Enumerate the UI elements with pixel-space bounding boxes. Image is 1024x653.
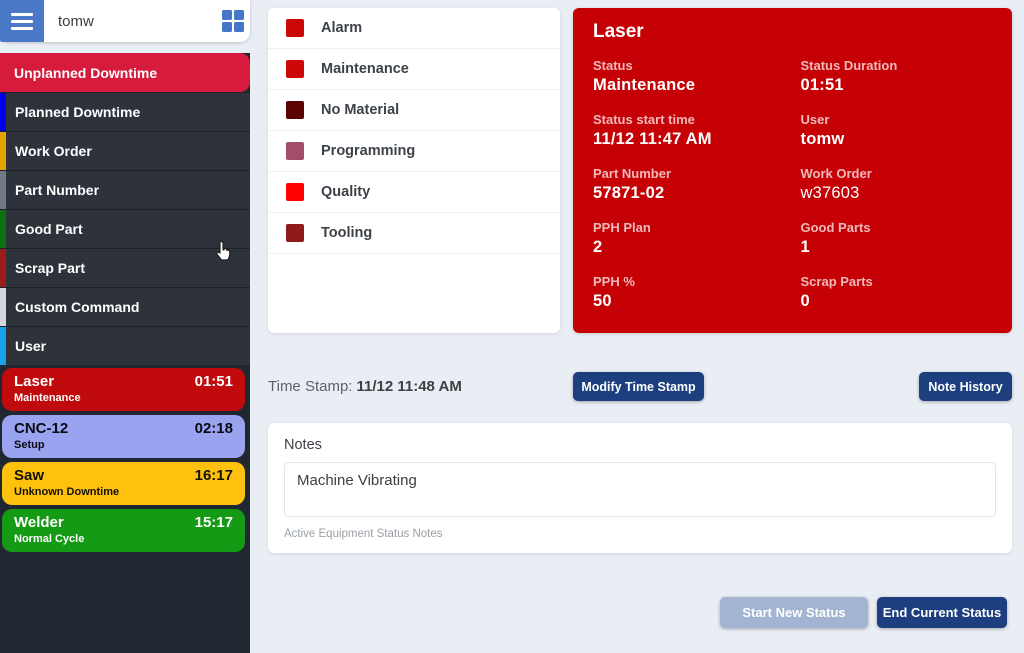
menu-item-label: Part Number bbox=[15, 182, 100, 198]
color-stripe bbox=[0, 132, 6, 170]
menu-item-label: Planned Downtime bbox=[15, 104, 141, 120]
color-stripe bbox=[0, 249, 6, 287]
color-stripe bbox=[0, 210, 6, 248]
menu-item-label: Work Order bbox=[15, 143, 92, 159]
field-work-order: Work Order w37603 bbox=[800, 166, 872, 202]
menu-item-label: Scrap Part bbox=[15, 260, 86, 276]
machine-status: Unknown Downtime bbox=[14, 486, 120, 498]
reason-list: Alarm Maintenance No Material Programmin… bbox=[268, 8, 560, 333]
machine-time: 01:51 bbox=[194, 373, 233, 390]
menu-item-scrap-part[interactable]: Scrap Part bbox=[0, 248, 250, 287]
color-stripe bbox=[0, 171, 6, 209]
menu-item-label: Good Part bbox=[15, 221, 83, 237]
start-new-status-button[interactable]: Start New Status bbox=[720, 597, 868, 628]
notes-caption: Active Equipment Status Notes bbox=[284, 528, 443, 540]
field-pph-percent: PPH % 50 bbox=[593, 274, 635, 310]
action-buttons: Start New Status End Current Status bbox=[720, 597, 1007, 628]
menu-item-unplanned-downtime[interactable]: Unplanned Downtime bbox=[0, 53, 250, 92]
main-content: Alarm Maintenance No Material Programmin… bbox=[250, 0, 1024, 653]
reason-color-swatch bbox=[286, 224, 304, 242]
notes-card: Notes Machine Vibrating Active Equipment… bbox=[268, 423, 1012, 553]
note-history-button[interactable]: Note History bbox=[919, 372, 1012, 401]
machine-name: CNC-12 bbox=[14, 420, 69, 437]
notes-title: Notes bbox=[284, 437, 322, 453]
machine-name: Laser bbox=[14, 373, 55, 390]
reason-label: Tooling bbox=[321, 225, 373, 241]
machine-card-saw[interactable]: Saw 16:17 Unknown Downtime bbox=[2, 462, 245, 505]
equipment-status-panel: Laser Status Maintenance Status Duration… bbox=[573, 8, 1012, 333]
menu-item-label: Custom Command bbox=[15, 299, 140, 315]
reason-label: Quality bbox=[321, 184, 371, 200]
menu-item-part-number[interactable]: Part Number bbox=[0, 170, 250, 209]
reason-color-swatch bbox=[286, 101, 304, 119]
apps-grid-icon[interactable] bbox=[222, 10, 244, 32]
menu-item-label: Unplanned Downtime bbox=[14, 64, 158, 81]
reason-label: No Material bbox=[321, 102, 400, 118]
reason-row-tooling[interactable]: Tooling bbox=[268, 213, 560, 254]
reason-color-swatch bbox=[286, 60, 304, 78]
status-fields: Status Maintenance Status Duration 01:51… bbox=[593, 58, 992, 311]
field-status-start-time: Status start time 11/12 11:47 AM bbox=[593, 112, 712, 148]
timestamp-row: Time Stamp: 11/12 11:48 AM Modify Time St… bbox=[268, 372, 1012, 402]
machine-status: Maintenance bbox=[14, 392, 81, 404]
notes-textarea[interactable]: Machine Vibrating bbox=[284, 462, 996, 517]
reason-label: Programming bbox=[321, 143, 416, 159]
reason-color-swatch bbox=[286, 19, 304, 37]
machine-list: Laser 01:51 Maintenance CNC-12 02:18 Set… bbox=[0, 368, 250, 552]
field-status: Status Maintenance bbox=[593, 58, 696, 94]
machine-status: Normal Cycle bbox=[14, 533, 85, 545]
end-current-status-button[interactable]: End Current Status bbox=[877, 597, 1007, 628]
reason-label: Maintenance bbox=[321, 61, 409, 77]
sidebar-menu: Unplanned Downtime Planned Downtime Work… bbox=[0, 53, 250, 365]
machine-status: Setup bbox=[14, 439, 45, 451]
sidebar-header bbox=[0, 0, 250, 53]
field-good-parts: Good Parts 1 bbox=[800, 220, 871, 256]
menu-item-label: User bbox=[15, 338, 47, 354]
field-part-number: Part Number 57871-02 bbox=[593, 166, 672, 202]
reason-row-maintenance[interactable]: Maintenance bbox=[268, 49, 560, 90]
menu-item-planned-downtime[interactable]: Planned Downtime bbox=[0, 92, 250, 131]
machine-card-cnc-12[interactable]: CNC-12 02:18 Setup bbox=[2, 415, 245, 458]
reason-label: Alarm bbox=[321, 20, 363, 36]
username-input[interactable] bbox=[50, 4, 214, 38]
reason-row-no-material[interactable]: No Material bbox=[268, 90, 560, 131]
reason-row-alarm[interactable]: Alarm bbox=[268, 8, 560, 49]
field-scrap-parts: Scrap Parts 0 bbox=[800, 274, 873, 310]
machine-card-laser[interactable]: Laser 01:51 Maintenance bbox=[2, 368, 245, 411]
menu-item-work-order[interactable]: Work Order bbox=[0, 131, 250, 170]
color-stripe bbox=[0, 327, 6, 365]
color-stripe bbox=[0, 93, 6, 131]
field-user: User tomw bbox=[800, 112, 845, 148]
timestamp-label: Time Stamp: bbox=[268, 378, 353, 395]
menu-item-user[interactable]: User bbox=[0, 326, 250, 365]
reason-color-swatch bbox=[286, 183, 304, 201]
machine-time: 02:18 bbox=[194, 420, 233, 437]
panel-title: Laser bbox=[593, 21, 644, 42]
field-pph-plan: PPH Plan 2 bbox=[593, 220, 651, 256]
reason-row-quality[interactable]: Quality bbox=[268, 172, 560, 213]
machine-name: Welder bbox=[14, 514, 64, 531]
machine-time: 15:17 bbox=[194, 514, 233, 531]
color-stripe bbox=[0, 288, 6, 326]
menu-item-custom-command[interactable]: Custom Command bbox=[0, 287, 250, 326]
field-status-duration: Status Duration 01:51 bbox=[800, 58, 898, 94]
machine-time: 16:17 bbox=[194, 467, 233, 484]
modify-time-stamp-button[interactable]: Modify Time Stamp bbox=[573, 372, 704, 401]
menu-icon[interactable] bbox=[0, 0, 44, 42]
timestamp-text: Time Stamp: 11/12 11:48 AM bbox=[268, 378, 462, 395]
timestamp-value: 11/12 11:48 AM bbox=[356, 378, 462, 395]
machine-card-welder[interactable]: Welder 15:17 Normal Cycle bbox=[2, 509, 245, 552]
reason-color-swatch bbox=[286, 142, 304, 160]
sidebar: Unplanned Downtime Planned Downtime Work… bbox=[0, 0, 250, 653]
machine-name: Saw bbox=[14, 467, 45, 484]
menu-item-good-part[interactable]: Good Part bbox=[0, 209, 250, 248]
reason-row-programming[interactable]: Programming bbox=[268, 131, 560, 172]
